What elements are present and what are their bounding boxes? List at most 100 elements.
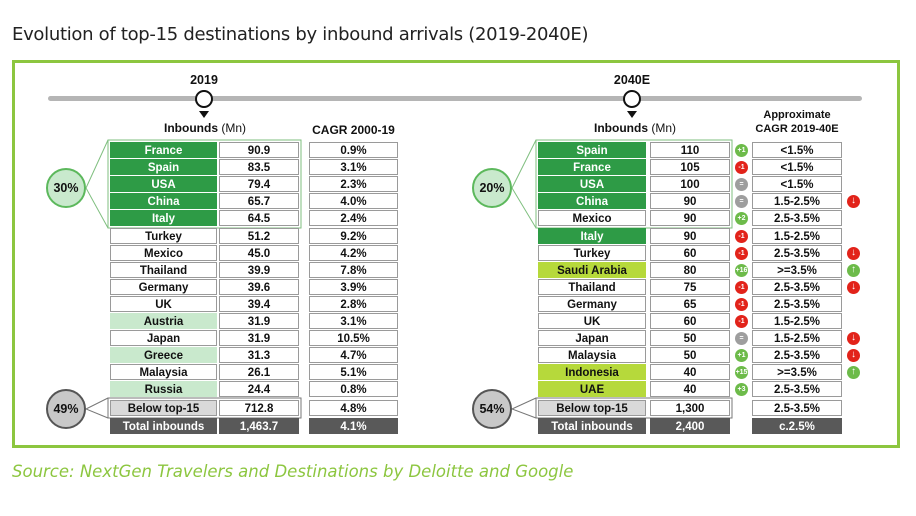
cagr-cell: 2.8% <box>309 296 398 312</box>
country-cell: France <box>538 159 646 175</box>
timeline-marker <box>195 90 213 108</box>
country-cell: Russia <box>110 381 217 397</box>
timeline-pointer <box>627 111 637 118</box>
inbounds-header-label: Inbounds <box>164 121 222 135</box>
trend-down-icon: ↓ <box>847 348 860 362</box>
country-cell: France <box>110 142 217 158</box>
cagr-header-line1: Approximate <box>763 109 831 121</box>
cagr-cell: 0.8% <box>309 381 398 397</box>
inbounds-cell: 45.0 <box>219 245 299 261</box>
timeline-bar <box>48 96 862 101</box>
below-inbounds-cell: 1,300 <box>650 400 730 416</box>
country-cell: China <box>538 193 646 209</box>
country-cell: USA <box>538 176 646 192</box>
country-cell: Malaysia <box>110 364 217 380</box>
country-cell: Thailand <box>110 262 217 278</box>
below-top15-cell: Below top-15 <box>538 400 646 416</box>
inbounds-cell: 26.1 <box>219 364 299 380</box>
trend-down-icon: ↓ <box>847 280 860 294</box>
total-inbounds-cell: 2,400 <box>650 418 730 434</box>
inbounds-cell: 31.9 <box>219 330 299 346</box>
below-bracket-line <box>84 397 109 419</box>
cagr-cell: 0.9% <box>309 142 398 158</box>
cagr-cell: 3.1% <box>309 313 398 329</box>
cagr-header: CAGR 2000-19 <box>312 123 395 137</box>
inbounds-cell: 65 <box>650 296 730 312</box>
inbounds-cell: 40 <box>650 381 730 397</box>
inbounds-header-label: Inbounds <box>594 121 652 135</box>
country-cell: Italy <box>110 210 217 226</box>
source-note: Source: NextGen Travelers and Destinatio… <box>12 462 574 481</box>
inbounds-cell: 79.4 <box>219 176 299 192</box>
country-cell: Turkey <box>110 228 217 244</box>
below-share-circle: 49% <box>46 389 86 429</box>
inbounds-cell: 80 <box>650 262 730 278</box>
inbounds-cell: 75 <box>650 279 730 295</box>
cagr-cell: 3.9% <box>309 279 398 295</box>
country-cell: Mexico <box>538 210 646 226</box>
rank-change-badge: -1 <box>735 246 748 260</box>
below-bracket-line <box>510 397 537 419</box>
country-cell: Japan <box>110 330 217 346</box>
country-cell: Indonesia <box>538 364 646 380</box>
trend-down-icon: ↓ <box>847 194 860 208</box>
rank-change-badge: +1 <box>735 143 748 157</box>
rank-change-badge: +15 <box>735 365 748 379</box>
inbounds-cell: 51.2 <box>219 228 299 244</box>
cagr-cell: 2.5-3.5% <box>752 245 842 261</box>
top5-bracket-line <box>511 139 537 229</box>
year-label: 2019 <box>190 73 218 87</box>
cagr-cell: 2.5-3.5% <box>752 381 842 397</box>
inbounds-cell: 90.9 <box>219 142 299 158</box>
inbounds-cell: 110 <box>650 142 730 158</box>
cagr-cell: <1.5% <box>752 159 842 175</box>
top5-bracket-line <box>85 139 109 229</box>
inbounds-cell: 60 <box>650 245 730 261</box>
top5-share-circle: 30% <box>46 168 86 208</box>
cagr-cell: 2.5-3.5% <box>752 296 842 312</box>
cagr-cell: 2.5-3.5% <box>752 279 842 295</box>
country-cell: Spain <box>110 159 217 175</box>
rank-change-badge: = <box>735 194 748 208</box>
cagr-cell: 9.2% <box>309 228 398 244</box>
country-cell: Malaysia <box>538 347 646 363</box>
inbounds-cell: 90 <box>650 193 730 209</box>
country-cell: UK <box>538 313 646 329</box>
country-cell: China <box>110 193 217 209</box>
inbounds-header-unit: (Mn) <box>221 121 246 135</box>
rank-change-badge: -1 <box>735 160 748 174</box>
total-inbounds-cell: 1,463.7 <box>219 418 299 434</box>
cagr-cell: 2.5-3.5% <box>752 210 842 226</box>
country-cell: Thailand <box>538 279 646 295</box>
cagr-header-line2: CAGR 2019-40E <box>755 123 839 135</box>
country-cell: Germany <box>538 296 646 312</box>
country-cell: Spain <box>538 142 646 158</box>
trend-up-icon: ↑ <box>847 263 860 277</box>
inbounds-cell: 83.5 <box>219 159 299 175</box>
inbounds-cell: 90 <box>650 228 730 244</box>
rank-change-badge: -1 <box>735 229 748 243</box>
cagr-cell: 4.2% <box>309 245 398 261</box>
total-label-cell: Total inbounds <box>538 418 646 434</box>
country-cell: Greece <box>110 347 217 363</box>
inbounds-cell: 24.4 <box>219 381 299 397</box>
cagr-cell: 4.7% <box>309 347 398 363</box>
cagr-cell: 7.8% <box>309 262 398 278</box>
cagr-cell: 1.5-2.5% <box>752 193 842 209</box>
rank-change-badge: +3 <box>735 382 748 396</box>
trend-down-icon: ↓ <box>847 246 860 260</box>
inbounds-cell: 40 <box>650 364 730 380</box>
country-cell: UK <box>110 296 217 312</box>
inbounds-cell: 100 <box>650 176 730 192</box>
cagr-cell: 4.0% <box>309 193 398 209</box>
country-cell: Turkey <box>538 245 646 261</box>
year-label: 2040E <box>613 73 651 87</box>
rank-change-badge: +16 <box>735 263 748 277</box>
rank-change-badge: +1 <box>735 348 748 362</box>
inbounds-cell: 64.5 <box>219 210 299 226</box>
country-cell: Austria <box>110 313 217 329</box>
rank-change-badge: = <box>735 177 748 191</box>
total-cagr-cell: c.2.5% <box>752 418 842 434</box>
below-cagr-cell: 2.5-3.5% <box>752 400 842 416</box>
inbounds-cell: 39.4 <box>219 296 299 312</box>
